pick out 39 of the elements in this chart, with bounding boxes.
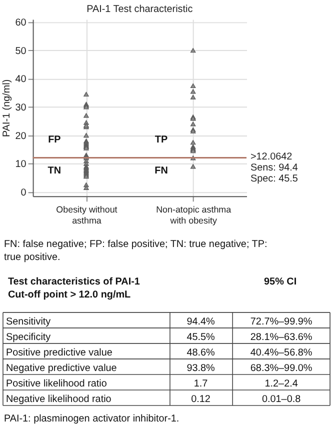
annotation: FP <box>48 134 62 146</box>
text: Positive predictive value <box>6 347 113 358</box>
text: Specificity <box>6 332 51 343</box>
y-tick-label: 60 <box>15 18 27 29</box>
annotation: TN <box>48 165 62 176</box>
text: 0.12 <box>191 394 211 405</box>
text: Test characteristics of PAI-1 <box>8 276 140 288</box>
text: 93.8% <box>186 362 216 374</box>
x-tick-label: Obesity without asthma <box>56 204 118 226</box>
y-axis-title: PAI-1 (ng/ml) <box>1 79 12 138</box>
annotation: TP <box>154 134 168 146</box>
text: 1.7 <box>194 378 208 390</box>
y-tick-label: 50 <box>15 46 27 57</box>
text: 40.4%–56.8% <box>250 347 312 358</box>
y-tick-label: 30 <box>15 102 27 114</box>
chart-title: PAI-1 Test characteristic <box>86 4 193 16</box>
text: 94.4% <box>186 316 216 328</box>
text: 0.01–0.8 <box>262 394 302 405</box>
text: Sensitivity <box>6 316 51 328</box>
x-tick-label: Non-atopic asthma with obesity <box>156 204 232 226</box>
text: 95% CI <box>264 276 297 288</box>
text: Negative predictive value <box>6 362 118 374</box>
annotation: FN <box>154 165 168 176</box>
text: 72.7%–99.9% <box>250 316 312 328</box>
text: Positive likelihood ratio <box>6 378 108 390</box>
text: 1.2–2.4 <box>264 378 298 390</box>
text: FN: false negative; FP: false positive; TN: true negative; TP: true positive. <box>4 238 268 263</box>
text: Cut-off point > 12.0 ng/mL <box>8 290 131 301</box>
text: 68.3%–99.0% <box>250 362 312 374</box>
text: Negative likelihood ratio <box>6 394 112 405</box>
y-tick-label: 40 <box>15 74 27 86</box>
ref-line-label: >12.0642 Sens: 94.4 Spec: 45.5 <box>250 152 298 185</box>
text: 45.5% <box>186 332 216 343</box>
text: 28.1%–63.6% <box>250 332 312 343</box>
text: PAI-1: plasminogen activator inhibitor-1. <box>4 413 180 424</box>
y-tick-label: 20 <box>15 130 27 142</box>
y-tick-label: 0 <box>20 187 27 198</box>
y-tick-label: 10 <box>15 159 27 170</box>
text: 48.6% <box>186 347 216 358</box>
